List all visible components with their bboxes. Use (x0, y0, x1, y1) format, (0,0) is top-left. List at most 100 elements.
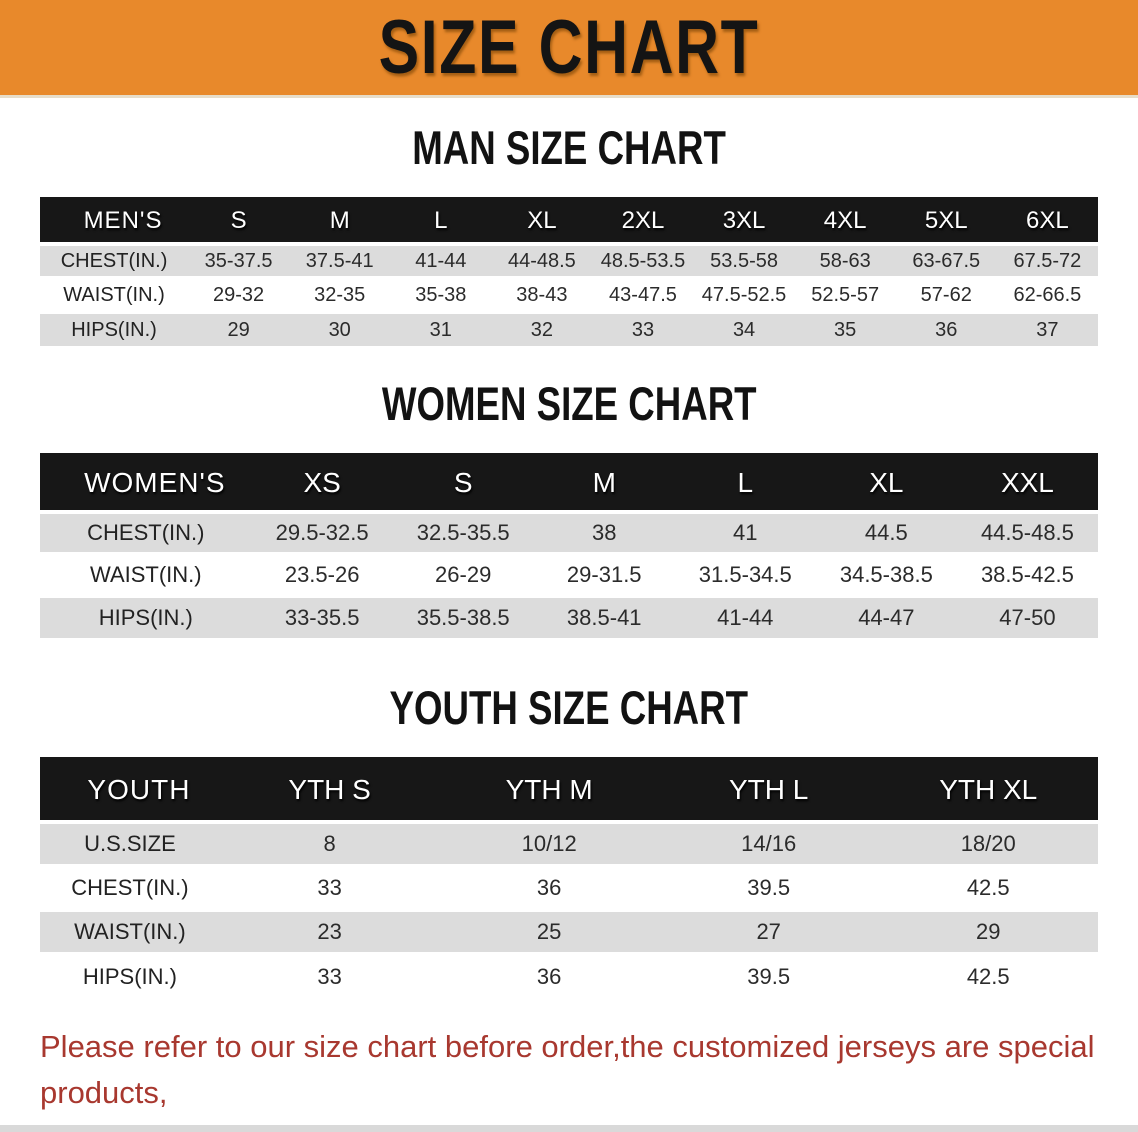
size-value-cell: 57-62 (895, 276, 997, 312)
size-value-cell: 31.5-34.5 (674, 552, 816, 596)
row-label-cell: HIPS(IN.) (40, 594, 252, 638)
size-value-cell: 47-50 (956, 594, 1098, 638)
size-value-cell: 36 (439, 864, 659, 910)
women-table-header-row: WOMEN'S XS S M L XL XXL (40, 453, 1098, 513)
men-waist-row: WAIST(IN.) 29-32 32-35 35-38 38-43 43-47… (40, 276, 1098, 312)
row-label-cell: WAIST(IN.) (40, 276, 189, 312)
youth-chest-row: CHEST(IN.) 33 36 39.5 42.5 (40, 864, 1098, 910)
size-value-cell: 33 (219, 952, 440, 998)
youth-section-heading: YOUTH SIZE CHART (0, 683, 1138, 733)
size-value-cell: 41 (674, 510, 816, 554)
size-value-cell: 29 (188, 310, 290, 346)
youth-waist-row: WAIST(IN.) 23 25 27 29 (40, 908, 1098, 954)
size-value-cell: 33-35.5 (251, 594, 393, 638)
size-value-cell: 34.5-38.5 (815, 552, 957, 596)
size-value-cell: 43-47.5 (592, 276, 694, 312)
size-value-cell: 25 (439, 908, 659, 954)
row-label-cell: CHEST(IN.) (40, 242, 189, 278)
size-value-cell: 44-48.5 (491, 242, 593, 278)
size-value-cell: 18/20 (878, 820, 1098, 866)
size-value-cell: 8 (219, 820, 440, 866)
size-value-cell: 35-38 (390, 276, 492, 312)
size-value-cell: 39.5 (658, 864, 879, 910)
size-value-cell: 62-66.5 (996, 276, 1098, 312)
women-table-corner-label: WOMEN'S (40, 453, 252, 513)
women-hips-row: HIPS(IN.) 33-35.5 35.5-38.5 38.5-41 41-4… (40, 594, 1098, 638)
youth-size-header: YTH M (439, 757, 659, 823)
youth-table-header-row: YOUTH YTH S YTH M YTH L YTH XL (40, 757, 1098, 823)
size-value-cell: 36 (439, 952, 659, 998)
size-value-cell: 44.5 (815, 510, 957, 554)
size-value-cell: 36 (895, 310, 997, 346)
size-value-cell: 58-63 (794, 242, 896, 278)
men-size-header: 4XL (794, 197, 896, 245)
women-chest-row: CHEST(IN.) 29.5-32.5 32.5-35.5 38 41 44.… (40, 510, 1098, 554)
disclaimer-text: Please refer to our size chart before or… (40, 1024, 1108, 1132)
row-label-cell: CHEST(IN.) (40, 864, 220, 910)
size-value-cell: 47.5-52.5 (693, 276, 795, 312)
size-value-cell: 63-67.5 (895, 242, 997, 278)
youth-table-corner-label: YOUTH (40, 757, 220, 823)
size-value-cell: 32-35 (289, 276, 391, 312)
man-section-heading-text: MAN SIZE CHART (412, 121, 726, 174)
youth-size-header: YTH L (658, 757, 879, 823)
size-value-cell: 14/16 (658, 820, 879, 866)
women-size-table: WOMEN'S XS S M L XL XXL CHEST(IN.) 29.5-… (40, 453, 1098, 638)
row-label-cell: U.S.SIZE (40, 820, 220, 866)
size-value-cell: 38.5-42.5 (956, 552, 1098, 596)
size-value-cell: 27 (658, 908, 879, 954)
size-value-cell: 42.5 (878, 864, 1098, 910)
size-value-cell: 33 (219, 864, 440, 910)
size-value-cell: 23 (219, 908, 440, 954)
size-value-cell: 29-32 (188, 276, 290, 312)
men-size-header: 5XL (895, 197, 997, 245)
size-value-cell: 44-47 (815, 594, 957, 638)
women-size-header: M (533, 453, 675, 513)
row-label-cell: WAIST(IN.) (40, 908, 220, 954)
size-value-cell: 30 (289, 310, 391, 346)
disclaimer-line-1: Please refer to our size chart before or… (40, 1029, 1095, 1110)
size-value-cell: 32 (491, 310, 593, 346)
men-table-corner-label: MEN'S (40, 197, 189, 245)
size-value-cell: 35.5-38.5 (392, 594, 534, 638)
size-value-cell: 23.5-26 (251, 552, 393, 596)
size-value-cell: 42.5 (878, 952, 1098, 998)
youth-section-heading-text: YOUTH SIZE CHART (389, 681, 749, 734)
size-value-cell: 67.5-72 (996, 242, 1098, 278)
size-value-cell: 29 (878, 908, 1098, 954)
size-value-cell: 39.5 (658, 952, 879, 998)
women-section-heading-text: WOMEN SIZE CHART (381, 377, 757, 430)
size-value-cell: 31 (390, 310, 492, 346)
men-table-header-row: MEN'S S M L XL 2XL 3XL 4XL 5XL 6XL (40, 197, 1098, 245)
row-label-cell: CHEST(IN.) (40, 510, 252, 554)
size-value-cell: 32.5-35.5 (392, 510, 534, 554)
row-label-cell: HIPS(IN.) (40, 952, 220, 998)
women-size-header: XS (251, 453, 393, 513)
size-value-cell: 44.5-48.5 (956, 510, 1098, 554)
youth-size-table: YOUTH YTH S YTH M YTH L YTH XL U.S.SIZE … (40, 757, 1098, 998)
women-size-header: L (674, 453, 816, 513)
men-chest-row: CHEST(IN.) 35-37.5 37.5-41 41-44 44-48.5… (40, 242, 1098, 278)
row-label-cell: WAIST(IN.) (40, 552, 252, 596)
size-value-cell: 26-29 (392, 552, 534, 596)
size-chart-banner: SIZE CHART (0, 0, 1138, 98)
women-size-header: S (392, 453, 534, 513)
size-value-cell: 41-44 (390, 242, 492, 278)
size-value-cell: 37.5-41 (289, 242, 391, 278)
size-value-cell: 10/12 (439, 820, 659, 866)
size-value-cell: 35-37.5 (188, 242, 290, 278)
men-size-header: XL (491, 197, 593, 245)
size-value-cell: 34 (693, 310, 795, 346)
size-value-cell: 48.5-53.5 (592, 242, 694, 278)
men-size-header: 2XL (592, 197, 694, 245)
size-value-cell: 38-43 (491, 276, 593, 312)
men-size-header: 6XL (996, 197, 1098, 245)
men-size-header: 3XL (693, 197, 795, 245)
youth-size-header: YTH S (219, 757, 440, 823)
size-value-cell: 29-31.5 (533, 552, 675, 596)
men-hips-row: HIPS(IN.) 29 30 31 32 33 34 35 36 37 (40, 310, 1098, 346)
size-value-cell: 35 (794, 310, 896, 346)
size-value-cell: 41-44 (674, 594, 816, 638)
women-section-heading: WOMEN SIZE CHART (0, 379, 1138, 429)
women-size-header: XL (815, 453, 957, 513)
